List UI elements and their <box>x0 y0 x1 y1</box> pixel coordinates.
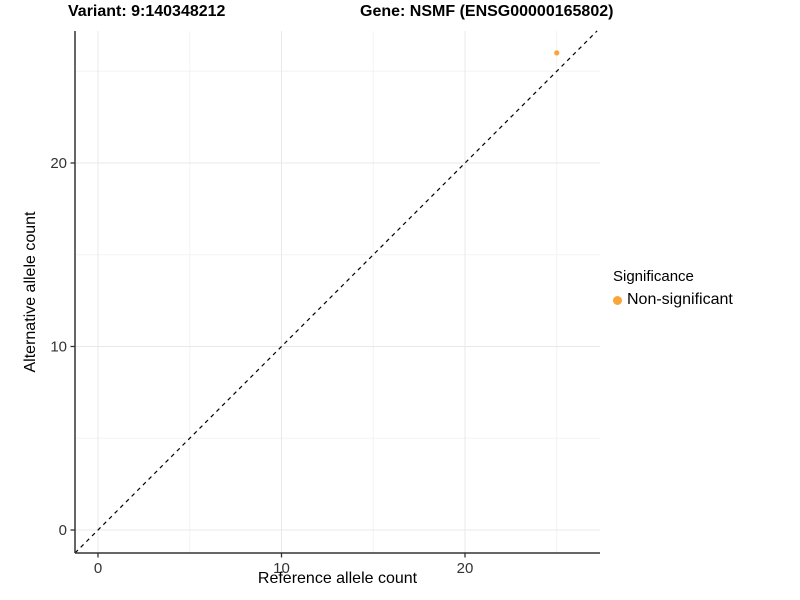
y-axis-title: Alternative allele count <box>22 211 39 373</box>
y-tick-label: 10 <box>50 339 67 356</box>
y-tick-label: 20 <box>50 155 67 172</box>
x-axis-title: Reference allele count <box>257 570 418 587</box>
legend-item-non-significant: Non-significant <box>613 291 733 309</box>
legend-point-icon <box>613 295 622 305</box>
gene-title: Gene: NSMF (ENSG00000165802) <box>360 3 614 20</box>
data-point <box>554 50 560 56</box>
y-tick-label: 0 <box>59 522 67 539</box>
legend-title: Significance <box>613 268 694 285</box>
variant-title: Variant: 9:140348212 <box>68 3 226 20</box>
identity-line <box>74 30 598 554</box>
legend: Significance Non-significant <box>613 268 733 309</box>
legend-item-label: Non-significant <box>627 291 733 308</box>
x-tick-label: 10 <box>273 560 290 577</box>
x-tick-label: 20 <box>457 560 474 577</box>
x-tick-label: 0 <box>94 560 102 577</box>
